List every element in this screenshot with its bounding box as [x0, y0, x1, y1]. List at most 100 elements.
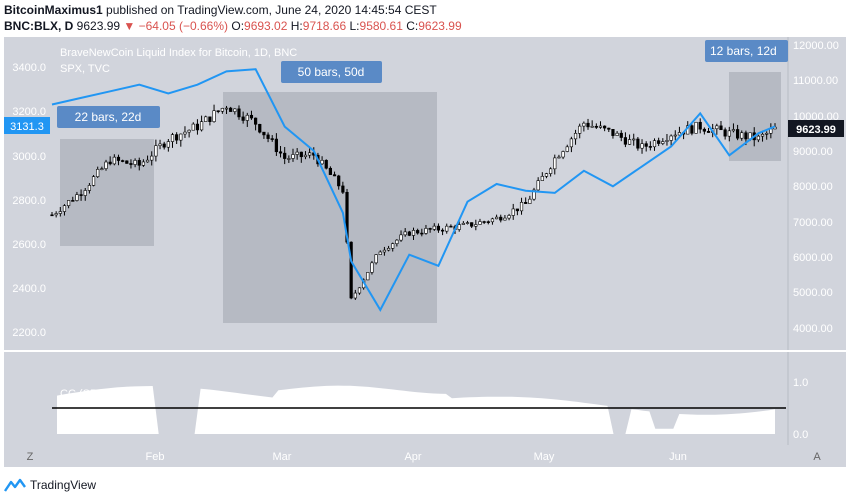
candle-body[interactable]	[528, 198, 532, 204]
candle-body[interactable]	[183, 131, 187, 135]
candle-body[interactable]	[532, 189, 536, 200]
candle-body[interactable]	[428, 228, 432, 230]
btc-last-badge[interactable]	[788, 120, 844, 137]
symbol-label[interactable]: BNC:BLX, D	[4, 19, 74, 33]
candle-body[interactable]	[727, 130, 731, 137]
candle-body[interactable]	[145, 159, 150, 163]
candle-body[interactable]	[366, 272, 370, 281]
candle-body[interactable]	[515, 208, 519, 212]
candle-body[interactable]	[416, 230, 420, 234]
candle-body[interactable]	[75, 194, 79, 201]
candle-body[interactable]	[474, 224, 478, 227]
btc-candles[interactable]	[50, 104, 777, 300]
candle-body[interactable]	[378, 251, 382, 256]
candle-body[interactable]	[121, 160, 125, 162]
candle-body[interactable]	[83, 190, 87, 196]
candle-body[interactable]	[295, 151, 299, 155]
candle-body[interactable]	[233, 108, 237, 112]
candle-body[interactable]	[706, 130, 711, 133]
candle-body[interactable]	[690, 125, 694, 134]
candle-body[interactable]	[370, 262, 374, 273]
candle-body[interactable]	[615, 132, 619, 136]
candle-body[interactable]	[694, 121, 698, 134]
candle-body[interactable]	[341, 185, 345, 193]
candle-body[interactable]	[337, 175, 341, 187]
candle-body[interactable]	[623, 137, 628, 145]
candle-body[interactable]	[536, 180, 540, 191]
candle-body[interactable]	[320, 159, 324, 165]
candle-body[interactable]	[229, 107, 233, 112]
candle-body[interactable]	[170, 134, 175, 142]
candle-body[interactable]	[224, 107, 229, 110]
range-box-22d[interactable]	[60, 139, 154, 246]
box-label-badge-2[interactable]	[281, 61, 382, 83]
candle-body[interactable]	[407, 231, 411, 236]
indicator-axis[interactable]	[788, 352, 846, 445]
candle-body[interactable]	[590, 125, 594, 128]
candle-body[interactable]	[540, 176, 544, 181]
candle-body[interactable]	[598, 125, 603, 128]
candle-body[interactable]	[158, 143, 162, 146]
candle-body[interactable]	[449, 225, 453, 228]
author-name[interactable]: BitcoinMaximus1	[4, 3, 103, 17]
candle-body[interactable]	[756, 135, 760, 141]
candle-body[interactable]	[283, 152, 287, 159]
candle-body[interactable]	[154, 145, 158, 157]
candle-body[interactable]	[765, 132, 769, 135]
candle-body[interactable]	[137, 160, 141, 166]
candle-body[interactable]	[67, 200, 71, 206]
candle-body[interactable]	[187, 129, 191, 133]
candle-body[interactable]	[278, 151, 283, 154]
right-price-axis[interactable]	[788, 37, 846, 350]
candle-body[interactable]	[141, 161, 146, 166]
candle-body[interactable]	[503, 217, 507, 221]
candle-body[interactable]	[486, 221, 490, 223]
candle-body[interactable]	[731, 129, 736, 132]
candle-body[interactable]	[204, 116, 208, 122]
candle-body[interactable]	[432, 225, 436, 230]
candle-body[interactable]	[544, 173, 549, 177]
candle-body[interactable]	[125, 160, 129, 164]
box-label-badge-1[interactable]	[57, 106, 160, 128]
candle-body[interactable]	[723, 129, 727, 137]
candle-body[interactable]	[636, 138, 640, 149]
candle-body[interactable]	[108, 161, 112, 165]
candle-body[interactable]	[191, 123, 195, 131]
candle-body[interactable]	[669, 135, 673, 141]
candle-body[interactable]	[470, 222, 474, 227]
candle-body[interactable]	[586, 122, 590, 128]
candle-body[interactable]	[391, 243, 395, 249]
candle-body[interactable]	[208, 116, 212, 122]
candle-body[interactable]	[249, 114, 254, 119]
candle-body[interactable]	[403, 231, 407, 236]
brand-name[interactable]: TradingView	[30, 478, 97, 492]
candle-body[interactable]	[553, 157, 557, 170]
candle-body[interactable]	[100, 168, 104, 170]
candle-body[interactable]	[353, 292, 357, 299]
candle-body[interactable]	[386, 247, 391, 251]
candle-body[interactable]	[632, 138, 636, 141]
candle-body[interactable]	[445, 225, 449, 232]
candle-body[interactable]	[287, 158, 291, 160]
cc-indicator-area[interactable]	[57, 385, 775, 434]
candle-body[interactable]	[112, 156, 116, 165]
candle-body[interactable]	[62, 205, 67, 212]
candle-body[interactable]	[420, 232, 424, 235]
spx-last-badge[interactable]	[4, 117, 50, 134]
candle-body[interactable]	[299, 151, 303, 158]
candle-body[interactable]	[324, 159, 328, 169]
candle-body[interactable]	[499, 216, 503, 221]
candle-body[interactable]	[254, 117, 258, 125]
candle-body[interactable]	[582, 122, 586, 127]
candle-body[interactable]	[79, 194, 83, 196]
candle-body[interactable]	[212, 110, 216, 122]
candle-body[interactable]	[565, 146, 569, 152]
zoom-reset-button[interactable]: Z	[27, 451, 34, 463]
candle-body[interactable]	[648, 146, 652, 148]
candle-body[interactable]	[58, 211, 62, 214]
candle-body[interactable]	[436, 225, 441, 231]
candle-body[interactable]	[195, 123, 200, 131]
candle-body[interactable]	[440, 229, 445, 232]
candle-body[interactable]	[216, 110, 220, 113]
candle-body[interactable]	[511, 208, 515, 216]
